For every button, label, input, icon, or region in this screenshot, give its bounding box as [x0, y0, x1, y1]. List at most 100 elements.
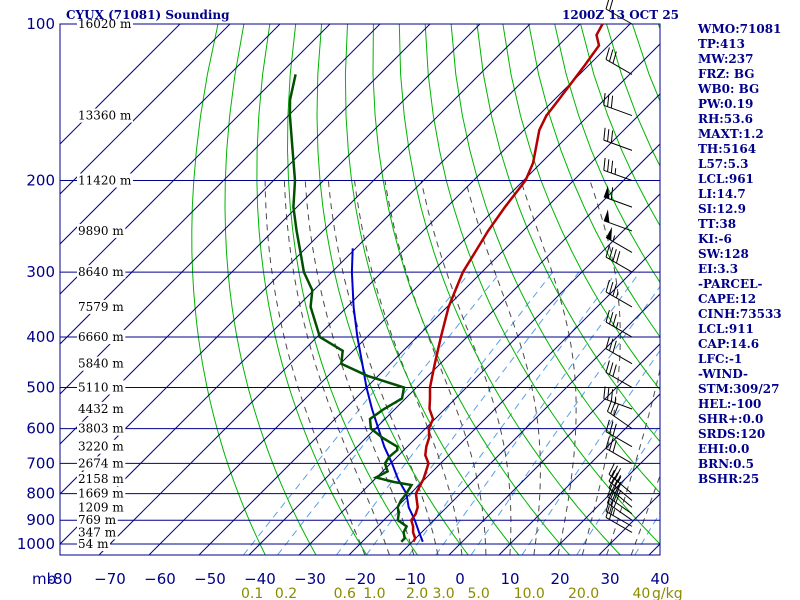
wind-barb — [605, 310, 633, 338]
isotherm-line — [60, 24, 431, 395]
wind-barb-staff — [605, 8, 633, 25]
height-label-bg — [77, 500, 126, 515]
wind-barb-half — [617, 476, 622, 483]
mixing-ratio-line — [365, 271, 580, 555]
index-item: TH:5164 — [698, 142, 757, 156]
wind-barb-full — [613, 404, 619, 417]
wind-barb-staff — [605, 321, 633, 338]
wind-barb-full — [608, 469, 615, 482]
plot-frame — [59, 23, 661, 556]
wind-barb-full — [609, 507, 614, 520]
wind-barb-full — [609, 312, 614, 325]
index-item: KI:-6 — [698, 232, 732, 246]
profiles — [288, 24, 604, 543]
isotherm-line — [448, 343, 660, 555]
height-label-bg — [77, 17, 133, 31]
dry-adiabat — [191, 24, 266, 555]
wind-barb-full — [605, 0, 610, 10]
wind-barb-full — [610, 401, 616, 414]
height-label-bg — [77, 173, 133, 188]
wind-barb-full — [607, 159, 610, 172]
height-label-bg — [77, 401, 126, 416]
dry-adiabat — [224, 24, 317, 555]
moist-adiabat — [465, 180, 541, 555]
isotherm-line — [60, 24, 481, 445]
index-item: MW:237 — [698, 52, 754, 66]
wind-barb — [603, 386, 633, 410]
height-label-bg — [77, 108, 133, 123]
index-item: STM:309/27 — [698, 382, 780, 396]
wind-barb-full — [603, 92, 606, 106]
index-item: -WIND- — [698, 367, 748, 381]
temperature-tick-label: 30 — [600, 570, 619, 588]
height-label: 5110 m — [78, 380, 124, 394]
wind-barb-staff — [603, 104, 633, 117]
isotherm-line — [60, 24, 331, 295]
isotherm-line — [60, 24, 581, 545]
wind-barb-full — [610, 95, 614, 109]
temperature-line — [409, 24, 604, 543]
height-label-bg — [77, 472, 126, 487]
wind-barb — [606, 484, 633, 515]
wind-barb — [605, 499, 633, 527]
height-label-bg — [77, 265, 126, 280]
mixing-ratio-line — [408, 271, 617, 555]
wind-barb-full — [611, 465, 618, 478]
height-label-bg — [77, 421, 126, 436]
temperature-tick-label: 40 — [650, 570, 669, 588]
dry-adiabat — [256, 24, 368, 555]
index-item: CAPE:12 — [698, 292, 757, 306]
wind-barb — [605, 436, 633, 464]
temperature-tick-label: -80 — [48, 570, 73, 588]
wind-barb-full — [610, 187, 614, 200]
wind-barb-flag — [603, 185, 610, 199]
wind-barb-full — [609, 438, 614, 451]
wind-barb — [606, 491, 633, 521]
isotherm-line — [248, 143, 660, 555]
height-label-bg — [77, 299, 126, 314]
mixing-ratio-tick-label: 3.0 — [432, 586, 454, 600]
dry-adiabat — [528, 24, 660, 338]
height-label: 4432 m — [78, 402, 124, 416]
wind-barb — [603, 157, 633, 182]
index-item: MAXT:1.2 — [698, 127, 764, 141]
moist-adiabat — [354, 180, 463, 555]
wind-barb — [605, 505, 633, 533]
isotherm-line — [60, 24, 381, 345]
pressure-unit-label: mb — [32, 570, 56, 588]
index-item: LCL:911 — [698, 322, 754, 336]
mixing-ratio-tick-label: 2.0 — [406, 586, 428, 600]
isotherm-line — [548, 443, 660, 555]
index-item: L57:5.3 — [698, 157, 749, 171]
isotherm-line — [60, 24, 231, 195]
wind-barb-staff — [605, 516, 633, 533]
pressure-tick-label: 200 — [26, 172, 55, 190]
height-label-bg — [77, 513, 118, 528]
dry-adiabat — [788, 24, 800, 555]
height-label: 9890 m — [78, 224, 124, 238]
wind-barb-staff — [603, 169, 633, 182]
height-label: 1209 m — [78, 500, 124, 514]
dry-adiabat — [286, 24, 418, 555]
wind-barb-full — [612, 340, 617, 353]
wind-barb-staff — [607, 496, 633, 515]
temperature-tick-label: −40 — [244, 570, 276, 588]
dry-adiabat — [398, 24, 621, 555]
index-item: WMO:71081 — [698, 22, 782, 36]
mixing-ratio-tick-label: 0.2 — [275, 586, 297, 600]
index-item: LCL:961 — [698, 172, 754, 186]
index-item: CINH:73533 — [698, 307, 782, 321]
index-item: -PARCEL- — [698, 277, 763, 291]
wind-barb-half — [612, 235, 616, 242]
mixing-ratio-tick-label: 1.0 — [363, 586, 385, 600]
height-label-bg — [77, 456, 126, 471]
wind-barb-full — [612, 249, 617, 262]
wind-barb-staff — [607, 410, 633, 430]
wind-barb-full — [612, 423, 617, 436]
index-item: SHR+:0.0 — [698, 412, 764, 426]
wind-barb-full — [612, 314, 617, 327]
pressure-tick-label: 900 — [26, 511, 55, 529]
index-item: TT:38 — [698, 217, 737, 231]
temperature-tick-label: 0 — [455, 570, 465, 588]
